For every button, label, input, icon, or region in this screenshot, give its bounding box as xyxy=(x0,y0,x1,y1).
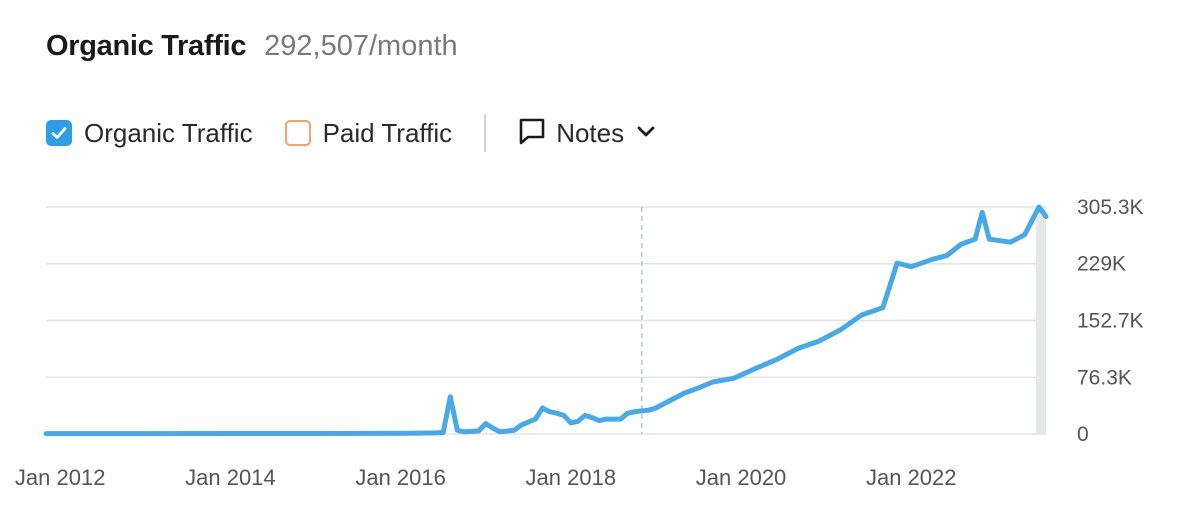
chart-title: Organic Traffic xyxy=(46,30,247,62)
organic-traffic-label: Organic Traffic xyxy=(84,117,253,148)
paid-traffic-toggle[interactable]: Paid Traffic xyxy=(284,117,453,149)
x-tick-label: Jan 2014 xyxy=(185,465,276,490)
legend-toolbar: Organic Traffic Paid Traffic Notes xyxy=(46,113,656,153)
y-tick-label: 152.7K xyxy=(1077,309,1144,332)
checkbox-checked-icon[interactable] xyxy=(46,120,72,146)
notes-dropdown[interactable]: Notes xyxy=(518,117,656,150)
x-tick-label: Jan 2018 xyxy=(526,465,617,490)
y-tick-label: 0 xyxy=(1077,423,1089,446)
y-tick-label: 305.3K xyxy=(1077,196,1144,219)
organic-traffic-toggle[interactable]: Organic Traffic xyxy=(46,118,253,149)
monthly-traffic-value: 292,507/month xyxy=(264,30,458,62)
paid-traffic-label: Paid Traffic xyxy=(322,117,453,148)
chart-header: Organic Traffic 292,507/month xyxy=(46,30,458,63)
chevron-down-icon xyxy=(636,124,656,143)
organic-traffic-line xyxy=(43,204,1049,437)
y-tick-label: 229K xyxy=(1077,253,1126,276)
x-tick-label: Jan 2020 xyxy=(696,465,787,490)
notes-label: Notes xyxy=(556,117,625,148)
comment-icon xyxy=(518,117,546,150)
legend-divider xyxy=(484,114,487,152)
x-tick-label: Jan 2022 xyxy=(866,465,957,490)
y-tick-label: 76.3K xyxy=(1077,366,1132,389)
current-period-band xyxy=(1036,207,1046,434)
checkbox-unchecked-icon[interactable] xyxy=(284,120,311,146)
x-tick-label: Jan 2012 xyxy=(15,465,106,490)
x-tick-label: Jan 2016 xyxy=(355,465,446,490)
